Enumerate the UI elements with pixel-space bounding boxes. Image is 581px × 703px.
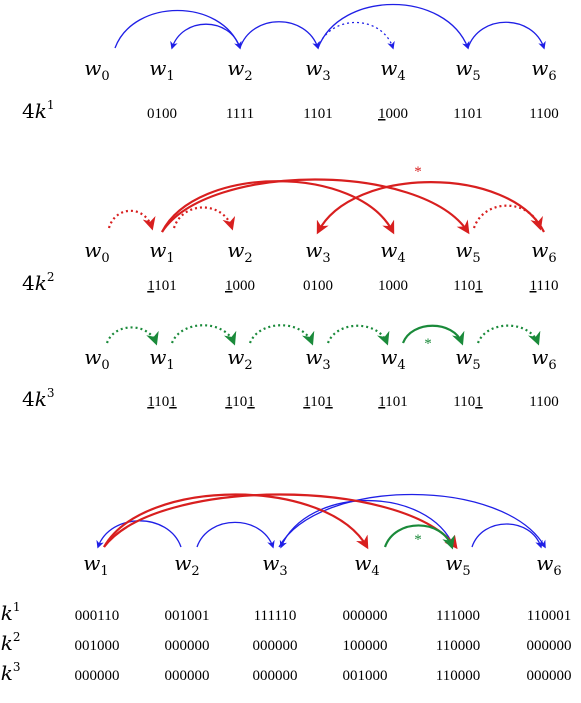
code-s4-r1-5: 000000 (527, 638, 572, 654)
code-s4-r2-5: 000000 (527, 668, 572, 684)
arc-s1-0 (114, 9, 242, 50)
arc-s1-2 (239, 21, 320, 50)
word3-w6: w6 (531, 345, 556, 373)
code-s3-2: 1101 (303, 394, 332, 410)
arc-s4-5 (103, 493, 458, 550)
code-s1-1: 1111 (226, 106, 254, 122)
code-s4-r0-5: 110001 (527, 608, 571, 624)
word4-w3: w3 (262, 551, 287, 579)
word2-w3: w3 (305, 238, 330, 266)
code-s4-r1-2: 000000 (253, 638, 298, 654)
word4-w1: w1 (83, 551, 108, 579)
word3-w3: w3 (305, 345, 330, 373)
arc-s3-5 (476, 324, 541, 346)
code-s3-1: 1101 (225, 394, 254, 410)
code-s1-0: 0100 (147, 106, 177, 122)
arc-s3-2 (248, 324, 315, 346)
row-label-s4-0: 6k1 (0, 600, 21, 625)
arc-s4-4 (471, 523, 543, 549)
code-s4-r0-4: 111000 (436, 608, 480, 624)
word-w0: w0 (84, 56, 109, 84)
arc-s4-1 (196, 521, 275, 549)
code-s1-4: 1101 (453, 106, 482, 122)
code-s2-4: 1101 (453, 278, 482, 294)
arc-s1-3 (317, 3, 470, 50)
word2-w4: w4 (380, 238, 405, 266)
star-s3: * (424, 336, 432, 352)
code-s4-r2-1: 000000 (165, 668, 210, 684)
code-s1-2: 1101 (303, 106, 332, 122)
word3-w2: w2 (227, 345, 252, 373)
row-label-s2: 4k2 (22, 270, 55, 295)
code-s4-r1-1: 000000 (165, 638, 210, 654)
code-s3-0: 1101 (147, 394, 176, 410)
arc-s2-3 (161, 178, 470, 235)
word-w3: w3 (305, 56, 330, 84)
star-s2: * (414, 164, 422, 180)
code-s4-r0-1: 001001 (165, 608, 210, 624)
arc-s2-4 (316, 181, 545, 235)
word-w5: w5 (455, 56, 480, 84)
code-s1-5: 1100 (529, 106, 558, 122)
code-s4-r2-0: 000000 (75, 668, 120, 684)
code-s2-1: 1000 (225, 278, 255, 294)
word2-w1: w1 (149, 238, 174, 266)
word3-w1: w1 (149, 345, 174, 373)
arc-s1-1 (170, 23, 241, 50)
code-s3-4: 1101 (453, 394, 482, 410)
arc-s1-4 (317, 21, 395, 50)
arc-s3-4 (401, 324, 465, 346)
code-s4-r0-0: 000110 (75, 608, 119, 624)
arc-s1-5 (467, 21, 546, 50)
code-s4-r2-4: 110000 (436, 668, 480, 684)
arc-s2-2 (161, 180, 395, 235)
code-s2-3: 1000 (378, 278, 408, 294)
arc-s4-6 (103, 493, 369, 550)
row-label-s4-1: 6k2 (0, 630, 21, 655)
code-s4-r1-3: 100000 (343, 638, 388, 654)
arc-s4-0 (96, 520, 182, 549)
word-w6: w6 (531, 56, 556, 84)
word-w2: w2 (227, 56, 252, 84)
word-w1: w1 (149, 56, 174, 84)
arc-s4-2 (279, 499, 455, 549)
arc-s3-1 (170, 324, 237, 346)
word3-w0: w0 (84, 345, 109, 373)
word2-w6: w6 (531, 238, 556, 266)
word4-w6: w6 (536, 551, 561, 579)
word4-w2: w2 (174, 551, 199, 579)
code-s2-0: 1101 (147, 278, 176, 294)
code-s4-r1-0: 001000 (75, 638, 120, 654)
arc-s4-7 (383, 524, 455, 550)
arc-s4-3 (278, 493, 546, 549)
code-s4-r0-2: 111110 (254, 608, 297, 624)
arc-s3-0 (105, 326, 159, 346)
code-s3-5: 1100 (529, 394, 558, 410)
word2-w0: w0 (84, 238, 109, 266)
code-s2-5: 1110 (530, 278, 559, 294)
code-s4-r1-4: 110000 (436, 638, 480, 654)
word4-w4: w4 (354, 551, 379, 579)
row-label-s4-2: 6k3 (0, 660, 21, 685)
code-s4-r2-3: 001000 (343, 668, 388, 684)
arc-s2-5 (472, 204, 543, 231)
arc-s3-3 (326, 324, 390, 346)
code-s4-r0-3: 000000 (343, 608, 388, 624)
star-s4: * (414, 532, 422, 548)
word4-w5: w5 (445, 551, 470, 579)
word3-w4: w4 (380, 345, 405, 373)
word-w4: w4 (380, 56, 405, 84)
code-s3-3: 1101 (378, 394, 407, 410)
code-s4-r2-2: 000000 (253, 668, 298, 684)
arc-s2-0 (107, 209, 156, 231)
code-s1-3: 1000 (378, 106, 408, 122)
code-s2-2: 0100 (303, 278, 333, 294)
word3-w5: w5 (455, 345, 480, 373)
row-label-s3: 4k3 (22, 386, 55, 411)
word2-w2: w2 (227, 238, 252, 266)
word2-w5: w5 (455, 238, 480, 266)
row-label-s1: 4k1 (22, 98, 55, 123)
